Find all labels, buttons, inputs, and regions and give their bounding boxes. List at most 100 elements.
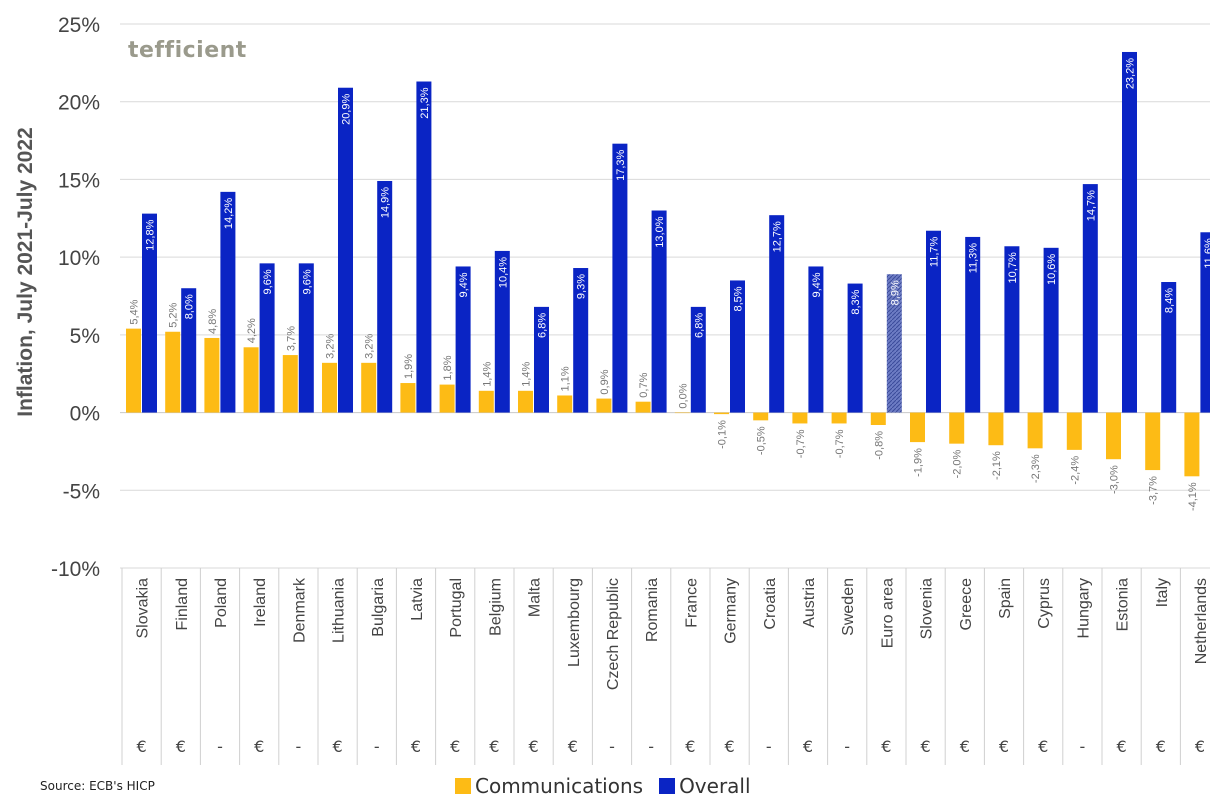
data-label-overall: 11,6% bbox=[1203, 238, 1210, 269]
bar-communications bbox=[282, 355, 298, 413]
category-label: Luxembourg bbox=[566, 578, 583, 667]
bar-overall bbox=[455, 266, 471, 413]
data-label-communications: 4,2% bbox=[246, 318, 258, 343]
data-label-overall: 8,0% bbox=[184, 294, 196, 319]
currency-marker: € bbox=[881, 737, 891, 756]
category-label: Euro area bbox=[879, 578, 896, 648]
currency-marker: € bbox=[1117, 737, 1127, 756]
currency-marker: € bbox=[450, 737, 460, 756]
currency-marker: € bbox=[529, 737, 539, 756]
category-label: Slovakia bbox=[135, 578, 152, 639]
category-label: Poland bbox=[213, 578, 230, 628]
legend-swatch-communications bbox=[455, 778, 471, 794]
category-label: France bbox=[683, 578, 700, 628]
data-label-communications: -2,1% bbox=[991, 451, 1003, 480]
currency-marker: € bbox=[685, 737, 695, 756]
legend-item-communications: Communications bbox=[455, 774, 643, 798]
bar-communications bbox=[1145, 412, 1161, 471]
bar-communications bbox=[674, 412, 690, 414]
data-label-overall: 14,2% bbox=[223, 198, 235, 229]
legend-swatch-overall bbox=[659, 778, 676, 794]
data-label-communications: -0,1% bbox=[717, 420, 729, 449]
currency-marker: € bbox=[568, 737, 578, 756]
bar-communications bbox=[165, 331, 181, 413]
currency-marker: € bbox=[921, 737, 931, 756]
bar-overall bbox=[1004, 246, 1020, 413]
bar-communications bbox=[1027, 412, 1043, 449]
currency-marker: - bbox=[296, 737, 302, 756]
currency-marker: - bbox=[217, 737, 223, 756]
bar-communications bbox=[518, 390, 533, 413]
currency-marker: € bbox=[1156, 737, 1166, 756]
bar-communications bbox=[831, 412, 847, 424]
bar-communications bbox=[322, 362, 337, 413]
bar-overall bbox=[220, 191, 236, 413]
currency-marker: € bbox=[725, 737, 735, 756]
data-label-overall: 9,6% bbox=[301, 269, 313, 294]
data-label-communications: 3,2% bbox=[364, 334, 376, 359]
data-label-overall: 20,9% bbox=[341, 94, 353, 125]
legend-label-overall: Overall bbox=[679, 774, 751, 798]
data-label-overall: 10,6% bbox=[1046, 254, 1058, 285]
currency-marker: - bbox=[609, 737, 615, 756]
bar-overall bbox=[651, 210, 667, 413]
data-label-communications: 0,7% bbox=[638, 372, 650, 397]
data-label-communications: 1,4% bbox=[481, 362, 493, 387]
bar-overall bbox=[1200, 232, 1210, 413]
bar-overall bbox=[690, 306, 706, 413]
data-label-overall: 21,3% bbox=[419, 87, 431, 118]
bar-overall bbox=[534, 306, 549, 413]
category-label: Bulgaria bbox=[370, 578, 387, 637]
data-label-overall: 14,9% bbox=[380, 187, 392, 218]
bar-overall bbox=[494, 250, 510, 413]
data-label-communications: -1,9% bbox=[913, 448, 925, 477]
bar-overall bbox=[1082, 184, 1098, 413]
data-label-overall: 9,4% bbox=[811, 272, 823, 297]
data-label-overall: 6,8% bbox=[537, 313, 549, 338]
bar-overall bbox=[142, 213, 157, 413]
currency-marker: € bbox=[176, 737, 186, 756]
data-label-communications: -0,5% bbox=[756, 426, 768, 455]
bar-overall bbox=[1161, 282, 1177, 413]
currency-marker: € bbox=[1195, 737, 1205, 756]
y-tick-label: 0% bbox=[70, 403, 100, 426]
bar-communications bbox=[596, 398, 612, 413]
category-label: Estonia bbox=[1115, 578, 1132, 631]
bar-overall bbox=[730, 280, 745, 413]
y-tick-label: 25% bbox=[58, 14, 100, 37]
data-label-communications: 1,8% bbox=[442, 355, 454, 380]
currency-marker: € bbox=[999, 737, 1009, 756]
data-label-communications: 4,8% bbox=[207, 309, 219, 334]
data-label-communications: -3,0% bbox=[1109, 465, 1121, 494]
bar-overall bbox=[1043, 247, 1059, 413]
currency-marker: - bbox=[648, 737, 654, 756]
data-label-overall: 14,7% bbox=[1085, 190, 1097, 221]
data-label-overall: 17,3% bbox=[615, 149, 627, 180]
data-label-communications: 0,0% bbox=[677, 383, 689, 408]
logo-text: tefficient bbox=[128, 38, 247, 63]
category-label: Slovenia bbox=[919, 578, 936, 639]
y-tick-label: -5% bbox=[63, 480, 100, 503]
category-label: Lithuania bbox=[331, 578, 348, 643]
chart-legend: Communications Overall bbox=[455, 774, 751, 798]
category-label: Czech Republic bbox=[605, 578, 622, 690]
data-label-overall: 13,0% bbox=[654, 216, 666, 247]
bar-overall bbox=[926, 230, 941, 413]
data-label-overall: 9,4% bbox=[458, 272, 470, 297]
category-label: Cyprus bbox=[1036, 578, 1053, 629]
data-label-communications: -0,7% bbox=[795, 429, 807, 458]
legend-item-overall: Overall bbox=[659, 774, 751, 798]
currency-marker: € bbox=[1038, 737, 1048, 756]
bar-communications bbox=[949, 412, 965, 444]
bar-overall bbox=[377, 180, 393, 413]
bar-communications bbox=[1066, 412, 1082, 450]
bar-communications bbox=[204, 337, 220, 413]
bar-communications bbox=[910, 412, 925, 443]
data-label-communications: -2,0% bbox=[952, 449, 964, 478]
data-label-overall: 8,5% bbox=[733, 286, 745, 311]
bar-communications bbox=[400, 383, 416, 413]
currency-marker: € bbox=[960, 737, 970, 756]
currency-marker: € bbox=[489, 737, 499, 756]
bar-communications bbox=[714, 412, 729, 415]
